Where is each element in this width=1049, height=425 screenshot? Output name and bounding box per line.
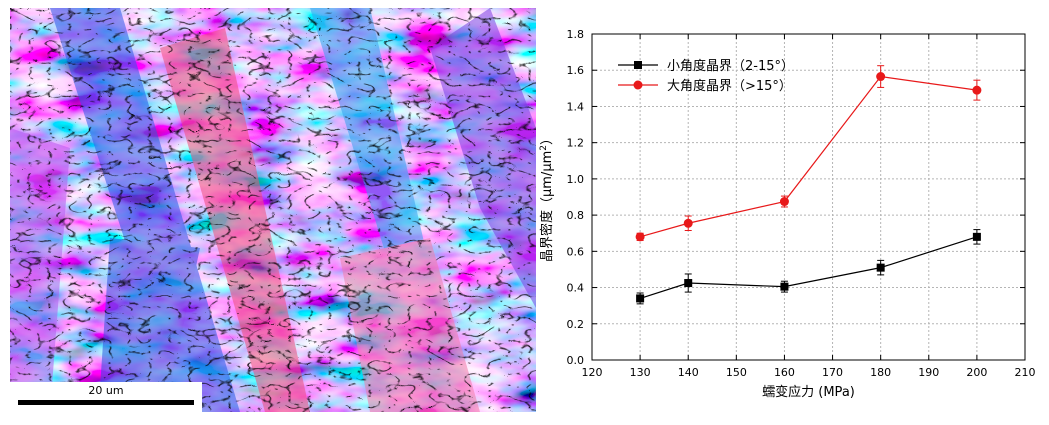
x-tick-label: 120 bbox=[582, 366, 603, 379]
x-tick-label: 150 bbox=[726, 366, 747, 379]
data-point bbox=[683, 218, 693, 228]
y-tick-label: 0.8 bbox=[567, 209, 585, 222]
x-tick-label: 180 bbox=[870, 366, 891, 379]
data-point bbox=[876, 72, 886, 82]
scale-bar-label: 20 um bbox=[88, 384, 124, 397]
data-point bbox=[780, 282, 789, 291]
legend-label: 小角度晶界（2-15°） bbox=[667, 58, 794, 74]
legend-label: 大角度晶界（>15°） bbox=[667, 78, 792, 94]
data-point bbox=[636, 294, 645, 303]
x-tick-label: 160 bbox=[774, 366, 795, 379]
data-point bbox=[972, 85, 982, 95]
y-tick-label: 1.6 bbox=[567, 64, 585, 77]
x-tick-label: 200 bbox=[966, 366, 987, 379]
series-line bbox=[639, 236, 978, 299]
y-tick-label: 1.8 bbox=[567, 28, 585, 41]
axis-ticks: 120 130 140 150 160 170 180 190 200 210 0.0 0.2 0.4 0… bbox=[567, 28, 1036, 379]
legend-marker bbox=[633, 80, 643, 90]
y-tick-label: 0.4 bbox=[567, 282, 585, 295]
scale-bar: 20 um bbox=[10, 382, 202, 412]
series-1 bbox=[636, 229, 981, 305]
y-tick-label: 0.6 bbox=[567, 245, 585, 258]
data-point bbox=[684, 279, 693, 288]
data-point bbox=[635, 232, 645, 242]
scale-bar-line bbox=[18, 400, 194, 405]
x-axis-title: 蠕变应力 (MPa) bbox=[762, 384, 855, 400]
y-tick-label: 0.2 bbox=[567, 318, 585, 331]
y-tick-label: 1.0 bbox=[567, 173, 585, 186]
gridlines bbox=[592, 34, 1025, 360]
x-tick-label: 170 bbox=[822, 366, 843, 379]
legend-marker bbox=[634, 61, 642, 69]
series-2 bbox=[635, 65, 982, 242]
x-tick-label: 130 bbox=[630, 366, 651, 379]
data-point bbox=[972, 232, 981, 241]
y-tick-label: 0.0 bbox=[567, 354, 585, 367]
ebsd-orientation-map bbox=[10, 8, 536, 412]
y-tick-label: 1.4 bbox=[567, 100, 585, 113]
y-axis-title: 晶界密度（μm/μm2） bbox=[539, 132, 555, 262]
plot-frame bbox=[591, 33, 1026, 361]
data-point bbox=[876, 263, 885, 272]
data-point bbox=[779, 197, 789, 207]
series-line bbox=[639, 75, 977, 238]
grain-boundary-density-chart: 120 130 140 150 160 170 180 190 200 210 0.0 0.2 0.4 0… bbox=[539, 28, 1036, 400]
series-group bbox=[635, 65, 982, 305]
y-tick-label: 1.2 bbox=[567, 137, 585, 150]
x-tick-label: 190 bbox=[918, 366, 939, 379]
x-tick-label: 210 bbox=[1015, 366, 1036, 379]
x-tick-label: 140 bbox=[678, 366, 699, 379]
legend: 小角度晶界（2-15°） 大角度晶界（>15°） bbox=[618, 58, 794, 94]
